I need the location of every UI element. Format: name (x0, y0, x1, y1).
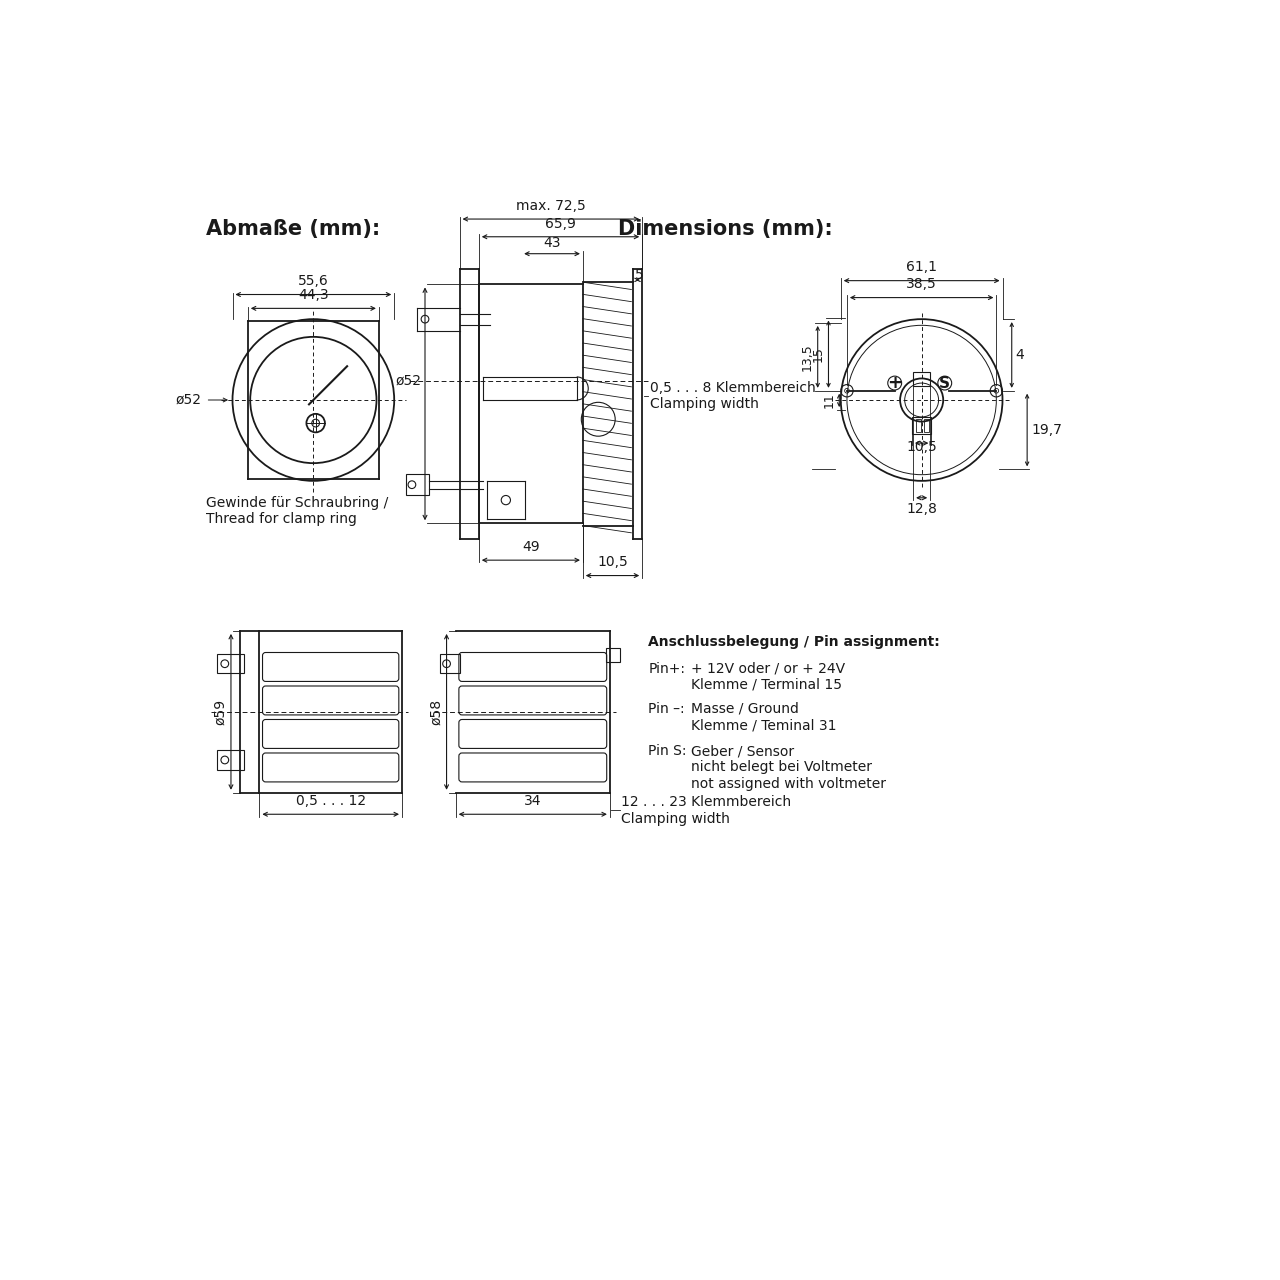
Text: 0,5 . . . 8 Klemmbereich
Clamping width: 0,5 . . . 8 Klemmbereich Clamping width (650, 381, 815, 411)
Text: 55,6: 55,6 (298, 274, 329, 288)
Bar (924, 420, 929, 431)
Text: 5: 5 (635, 269, 643, 283)
Text: 34: 34 (524, 794, 541, 808)
Text: ø52: ø52 (175, 393, 202, 407)
Text: Anschlussbelegung / Pin assignment:: Anschlussbelegung / Pin assignment: (648, 635, 940, 649)
Text: 12,8: 12,8 (906, 503, 937, 516)
Bar (218, 750, 244, 769)
Text: Geber / Sensor
nicht belegt bei Voltmeter
not assigned with voltmeter: Geber / Sensor nicht belegt bei Voltmete… (691, 744, 886, 791)
Text: 11: 11 (823, 393, 836, 408)
Text: max. 72,5: max. 72,5 (516, 198, 586, 212)
Bar (913, 417, 932, 434)
Text: S: S (940, 375, 950, 390)
Text: 43: 43 (543, 236, 561, 250)
Text: + 12V oder / or + 24V
Klemme / Terminal 15: + 12V oder / or + 24V Klemme / Terminal … (691, 662, 845, 692)
Text: 10,5: 10,5 (596, 556, 628, 570)
Text: Abmaße (mm):: Abmaße (mm): (206, 219, 380, 239)
Bar (916, 420, 922, 431)
Text: 13,5: 13,5 (801, 343, 814, 371)
Text: Gewinde für Schraubring /
Thread for clamp ring: Gewinde für Schraubring / Thread for cla… (206, 497, 388, 526)
Text: 4: 4 (1015, 348, 1024, 362)
Text: 49: 49 (522, 540, 540, 554)
Text: 19,7: 19,7 (1030, 422, 1062, 436)
Text: Masse / Ground
Klemme / Teminal 31: Masse / Ground Klemme / Teminal 31 (691, 701, 836, 732)
Bar (913, 372, 931, 387)
Text: ø52: ø52 (396, 374, 421, 388)
Text: ø58: ø58 (429, 699, 443, 724)
Bar (406, 474, 429, 495)
Text: 65,9: 65,9 (545, 216, 576, 230)
Text: 38,5: 38,5 (906, 278, 937, 292)
Text: ø59: ø59 (212, 699, 227, 724)
Text: Pin+:: Pin+: (648, 662, 685, 676)
Bar (605, 648, 620, 662)
Text: Dimensions (mm):: Dimensions (mm): (617, 219, 832, 239)
Text: 12 . . . 23 Klemmbereich
Clamping width: 12 . . . 23 Klemmbereich Clamping width (621, 795, 791, 826)
Text: 0,5 . . . 12: 0,5 . . . 12 (296, 794, 366, 808)
Bar (440, 654, 460, 673)
Text: Pin –:: Pin –: (648, 701, 685, 716)
Text: +: + (887, 374, 902, 392)
Text: 15: 15 (812, 347, 824, 362)
Bar (218, 654, 244, 673)
Text: 44,3: 44,3 (298, 288, 329, 302)
Text: Pin S:: Pin S: (648, 744, 687, 758)
Text: 10,5: 10,5 (906, 440, 937, 454)
Text: 61,1: 61,1 (906, 261, 937, 274)
